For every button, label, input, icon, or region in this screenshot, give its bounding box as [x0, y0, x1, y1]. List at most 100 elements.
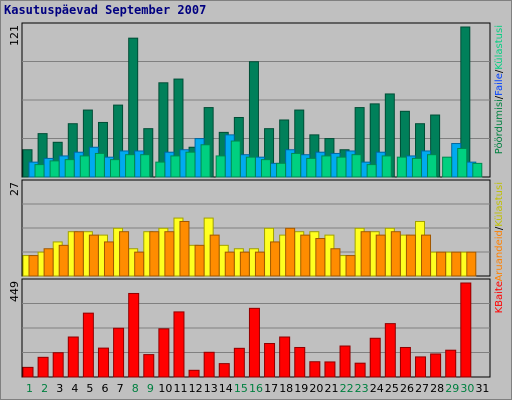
bar	[354, 362, 366, 378]
bar	[194, 244, 205, 277]
x-tick-label: 22	[340, 382, 354, 395]
bar	[215, 155, 226, 178]
bar	[411, 157, 422, 178]
bar	[339, 345, 351, 378]
bar	[143, 354, 155, 378]
bar	[321, 155, 332, 178]
legend-entry: /	[494, 226, 505, 230]
bar	[158, 328, 170, 378]
bar	[472, 162, 483, 178]
bar	[134, 251, 145, 277]
bar	[460, 282, 472, 378]
x-tick-label: 14	[219, 382, 233, 395]
legend-entry: KBaite	[494, 281, 505, 313]
x-tick-label: 28	[430, 382, 444, 395]
bar	[466, 251, 477, 277]
bar	[276, 162, 287, 178]
bar	[170, 155, 181, 178]
x-tick-label: 17	[264, 382, 278, 395]
x-tick-label: 1	[26, 382, 33, 395]
bar	[396, 156, 407, 178]
bar	[442, 156, 453, 178]
bar	[155, 161, 166, 178]
bar	[34, 164, 45, 178]
bar	[125, 154, 136, 178]
bar	[97, 347, 109, 378]
x-tick-label: 6	[102, 382, 109, 395]
bar	[336, 156, 347, 178]
bar	[324, 361, 336, 378]
x-tick-label: 29	[445, 382, 459, 395]
bar	[451, 251, 462, 277]
bar	[390, 231, 401, 277]
bar	[306, 157, 317, 178]
bar	[315, 238, 326, 277]
x-tick-label: 24	[370, 382, 384, 395]
x-tick-label: 18	[279, 382, 293, 395]
bar	[399, 346, 411, 378]
bar	[285, 227, 296, 277]
bar	[233, 347, 245, 378]
x-tick-label: 31	[475, 382, 489, 395]
legend-bottom: KBaite	[494, 281, 505, 313]
bar	[203, 351, 215, 378]
legend-top: Pöördumisi/Faile/Külastusi	[494, 25, 505, 154]
page-title: Kasutuspäevad September 2007	[4, 3, 207, 17]
bar	[345, 255, 356, 277]
bar	[330, 248, 341, 277]
bar	[43, 248, 54, 277]
bar	[49, 160, 60, 178]
bar	[200, 144, 211, 178]
bar	[109, 159, 120, 178]
legend-entry: /	[494, 69, 505, 73]
bar	[300, 234, 311, 277]
bar	[366, 164, 377, 178]
bar	[119, 231, 130, 277]
x-tick-label: 4	[71, 382, 78, 395]
y-max-label-bottom: 449	[8, 281, 21, 302]
bar	[427, 154, 438, 178]
x-tick-label: 5	[86, 382, 93, 395]
bar	[22, 366, 34, 378]
x-tick-label: 13	[204, 382, 218, 395]
bar	[248, 307, 260, 378]
bar	[260, 159, 271, 178]
bar	[67, 336, 79, 378]
bar	[179, 220, 190, 277]
bar	[79, 155, 90, 178]
bar	[309, 361, 321, 378]
legend-entry: Faile	[494, 73, 505, 96]
y-max-label-top: 121	[8, 25, 21, 46]
x-tick-label: 10	[158, 382, 172, 395]
legend-entry: /	[494, 95, 505, 99]
bar	[58, 244, 69, 277]
bar	[384, 323, 396, 378]
bar	[103, 241, 114, 277]
bar	[375, 234, 386, 277]
y-max-label-middle: 27	[8, 182, 21, 196]
bar	[37, 356, 49, 378]
x-tick-label: 15	[234, 382, 248, 395]
bar	[149, 231, 160, 277]
bar	[291, 152, 302, 178]
legend-entry: Aruandeid	[494, 230, 505, 281]
x-tick-label: 30	[460, 382, 474, 395]
x-tick-label: 2	[41, 382, 48, 395]
bar	[218, 363, 230, 378]
bar	[381, 155, 392, 178]
legend-entry: Külastusi	[494, 182, 505, 227]
bar	[239, 251, 250, 277]
bar	[224, 251, 235, 277]
bar	[88, 234, 99, 277]
bar	[245, 156, 256, 178]
x-tick-label: 23	[355, 382, 369, 395]
legend-entry: Külastusi	[494, 25, 505, 70]
x-tick-label: 11	[174, 382, 188, 395]
x-tick-label: 27	[415, 382, 429, 395]
x-tick-label: 19	[294, 382, 308, 395]
bar	[264, 343, 276, 378]
bar	[421, 234, 432, 277]
x-tick-label: 3	[56, 382, 63, 395]
bar	[94, 152, 105, 178]
